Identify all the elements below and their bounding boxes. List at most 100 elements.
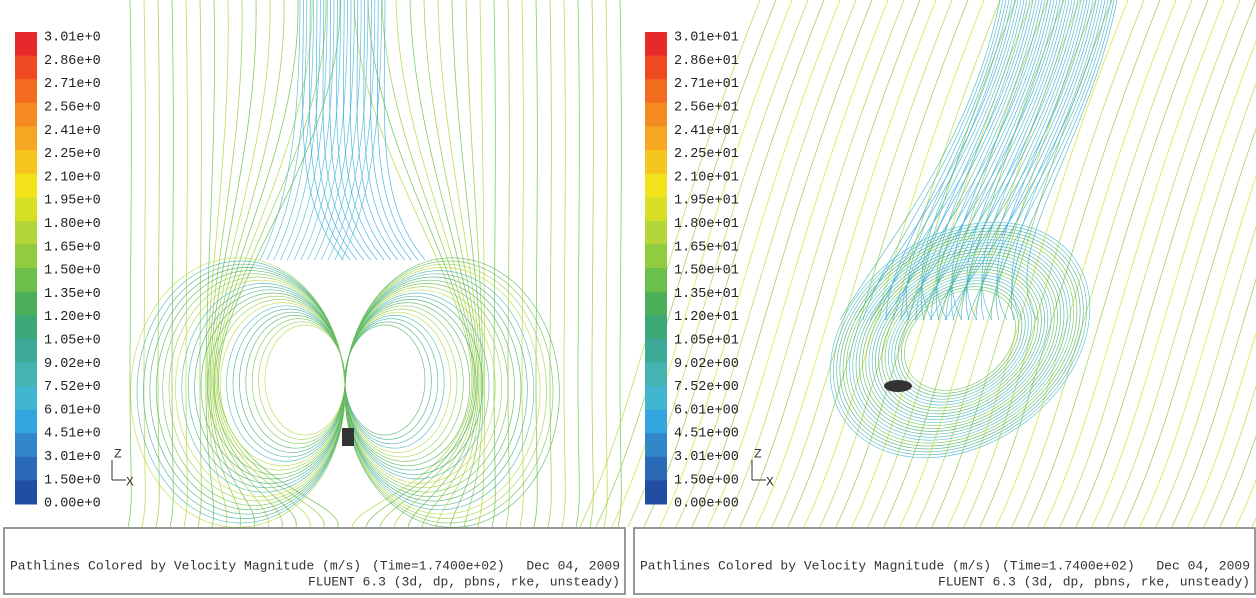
colorbar-label: 7.52e+00 xyxy=(674,380,739,395)
pathline xyxy=(141,0,146,528)
pathline xyxy=(341,0,382,261)
colorbar-label: 4.51e+0 xyxy=(44,427,101,442)
caption-box xyxy=(3,527,626,595)
pathline xyxy=(659,0,841,528)
pathline xyxy=(505,0,510,528)
overlay: 3.01e+0 2.86e+0 2.71e+0 2.56e+0 2.41e+0 2.25e… xyxy=(3,31,1256,595)
pathline xyxy=(787,0,969,528)
pathline xyxy=(491,0,496,528)
colorbar-swatch xyxy=(645,338,667,363)
pathline xyxy=(979,0,1161,528)
pathline-loop xyxy=(862,251,1058,429)
colorbar-swatch xyxy=(645,126,667,151)
pathline-loop xyxy=(858,248,1062,432)
pathline xyxy=(967,0,1109,321)
pathline xyxy=(905,0,1010,321)
pathline xyxy=(327,0,369,261)
caption-solver: FLUENT 6.3 (3d, dp, pbns, rke, unsteady) xyxy=(308,574,620,589)
triad-label: Z xyxy=(114,446,122,461)
pathline-loop xyxy=(855,245,1065,435)
pathline xyxy=(996,0,1088,321)
pathline xyxy=(1011,0,1103,321)
pathline xyxy=(365,0,474,528)
pathline xyxy=(723,0,905,528)
colorbar-label: 1.20e+0 xyxy=(44,310,101,325)
pathline xyxy=(1219,434,1256,528)
colorbar-swatch xyxy=(645,433,667,458)
pathline xyxy=(463,0,484,528)
pathline xyxy=(589,0,594,528)
colorbar-label: 1.50e+01 xyxy=(674,264,739,279)
caption-solver: FLUENT 6.3 (3d, dp, pbns, rke, unsteady) xyxy=(938,574,1250,589)
pathline xyxy=(314,0,355,261)
caption-title: Pathlines Colored by Velocity Magnitude … xyxy=(10,558,361,573)
colorbar-label: 2.86e+0 xyxy=(44,54,101,69)
triad-label: X xyxy=(766,474,774,489)
pathline xyxy=(975,0,1097,321)
pathline xyxy=(883,0,1065,528)
colorbar-swatch xyxy=(15,338,37,363)
colorbar-swatch xyxy=(645,456,667,481)
pathline-loop xyxy=(833,224,1087,456)
pathline xyxy=(183,0,188,528)
triad-label: X xyxy=(126,474,134,489)
pathline-loop xyxy=(865,254,1055,426)
pathline xyxy=(603,0,608,528)
pathline xyxy=(936,0,1028,321)
caption-title: Pathlines Colored by Velocity Magnitude … xyxy=(640,558,991,573)
colorbar-label: 1.65e+01 xyxy=(674,240,739,255)
pathline xyxy=(819,0,1001,528)
colorbar-label: 1.50e+00 xyxy=(674,473,739,488)
colorbar-label: 2.56e+0 xyxy=(44,100,101,115)
colorbar-label: 3.01e+01 xyxy=(674,31,739,46)
colorbar-label: 6.01e+00 xyxy=(674,403,739,418)
colorbar-swatch xyxy=(645,362,667,387)
colorbar-label: 1.50e+0 xyxy=(44,473,101,488)
pathline xyxy=(213,0,299,528)
pathline xyxy=(995,0,1177,528)
pathline xyxy=(867,0,1049,528)
colorbar-label: 1.50e+0 xyxy=(44,264,101,279)
colorbar-swatch xyxy=(15,315,37,340)
caption-time: (Time=1.7400e+02) xyxy=(372,558,505,573)
colorbar-swatch xyxy=(15,386,37,411)
pathline xyxy=(407,0,478,528)
pathline xyxy=(1155,225,1256,528)
colorbar-label: 2.41e+0 xyxy=(44,124,101,139)
colorbar-swatch xyxy=(645,32,667,57)
pathline xyxy=(280,0,321,261)
pathline-loop xyxy=(839,230,1081,450)
colorbar-label: 2.25e+0 xyxy=(44,147,101,162)
pathline xyxy=(477,0,485,528)
pathline xyxy=(963,0,1145,528)
colorbar-swatch xyxy=(15,433,37,458)
pathline-loop xyxy=(845,236,1075,444)
pathline-loop xyxy=(842,233,1078,447)
pathline xyxy=(900,0,1022,321)
pathline-loop xyxy=(836,227,1084,453)
colorbar-swatch xyxy=(645,386,667,411)
colorbar-label: 1.20e+01 xyxy=(674,310,739,325)
caption-date: Dec 04, 2009 xyxy=(526,558,620,573)
pathline xyxy=(393,0,477,528)
colorbar-label: 2.10e+01 xyxy=(674,170,739,185)
pathline xyxy=(691,0,873,528)
colorbar-swatch xyxy=(645,291,667,316)
colorbar-label: 2.41e+01 xyxy=(674,124,739,139)
colorbar-swatch xyxy=(15,55,37,80)
colorbar-swatch xyxy=(15,268,37,293)
pathline xyxy=(561,0,566,528)
pathline xyxy=(286,0,328,261)
pathline xyxy=(707,0,889,528)
colorbar-label: 1.05e+0 xyxy=(44,333,101,348)
colorbar-label: 1.65e+0 xyxy=(44,240,101,255)
pathline xyxy=(966,0,1058,321)
pathline xyxy=(208,0,243,528)
pathline xyxy=(1043,0,1225,528)
colorbar-swatch xyxy=(15,150,37,175)
pathline xyxy=(921,0,1013,321)
colorbar-swatch xyxy=(645,268,667,293)
colorbar-swatch xyxy=(15,291,37,316)
colorbar-swatch xyxy=(15,480,37,505)
